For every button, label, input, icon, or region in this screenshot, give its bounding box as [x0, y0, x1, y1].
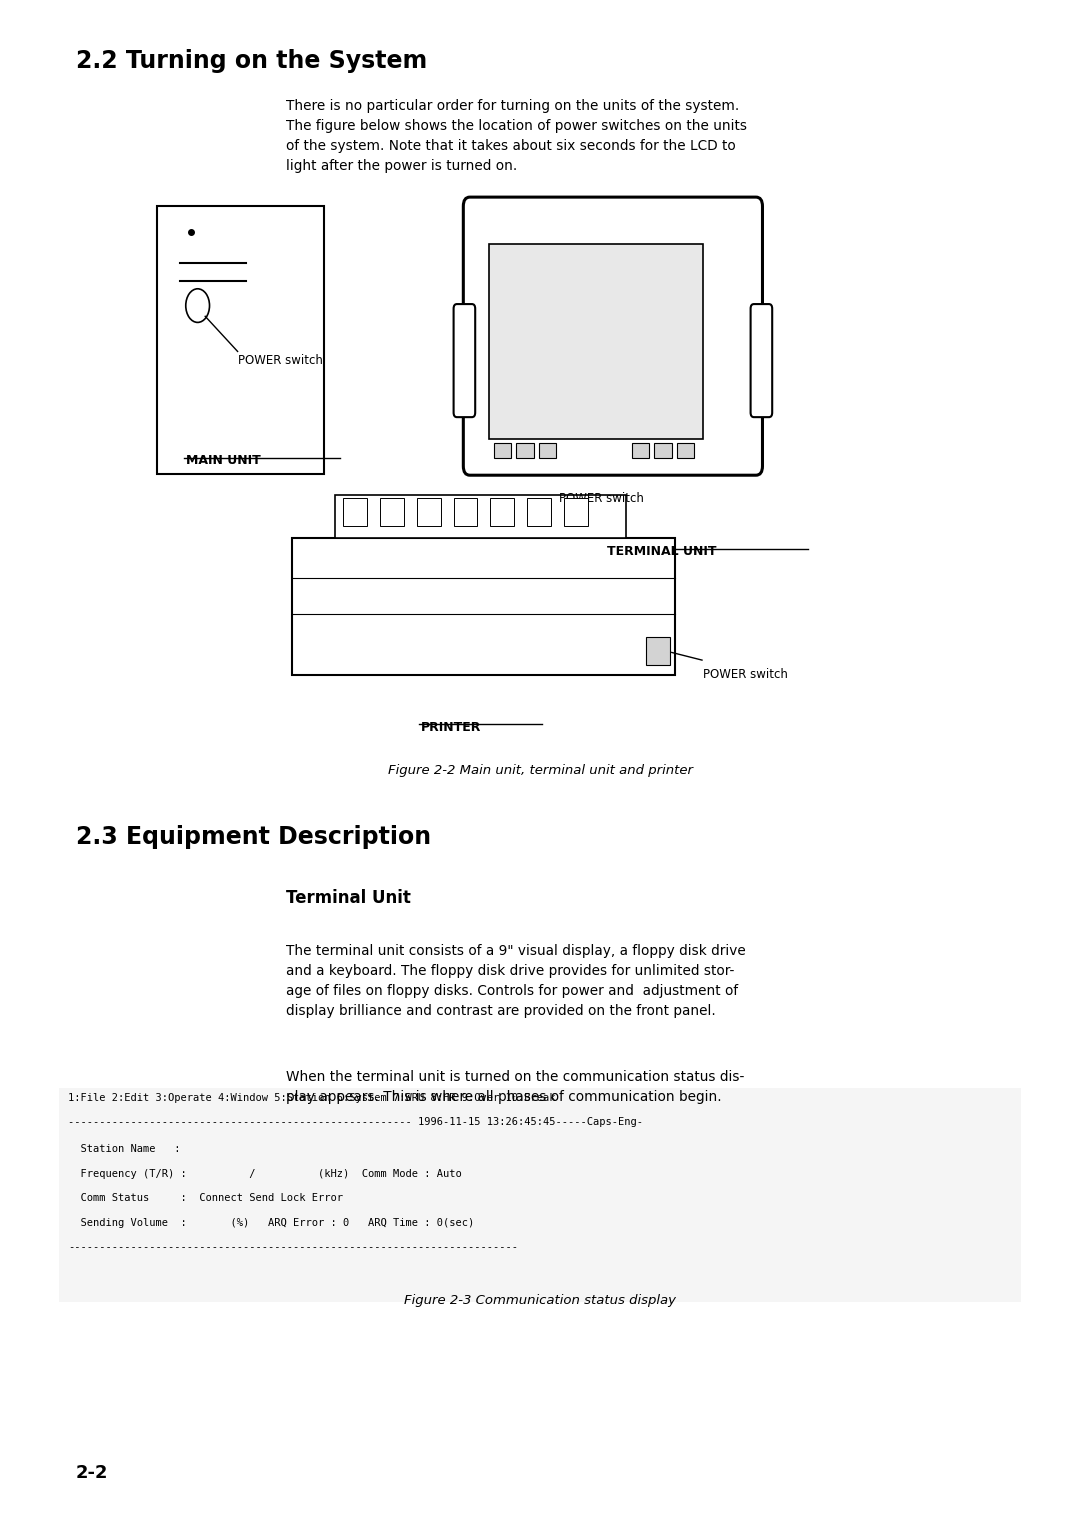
Text: The terminal unit consists of a 9" visual display, a floppy disk drive
and a key: The terminal unit consists of a 9" visua… — [286, 944, 746, 1019]
Text: TERMINAL UNIT: TERMINAL UNIT — [607, 545, 716, 559]
Bar — [494, 443, 511, 458]
Bar — [539, 443, 556, 458]
Text: Figure 2-2 Main unit, terminal unit and printer: Figure 2-2 Main unit, terminal unit and … — [388, 764, 692, 778]
Bar — [646, 637, 670, 665]
Bar — [59, 1088, 1021, 1302]
Bar — [157, 206, 324, 474]
Bar — [527, 498, 551, 526]
Bar — [343, 498, 367, 526]
Text: Terminal Unit: Terminal Unit — [286, 889, 411, 908]
Text: 2.3 Equipment Description: 2.3 Equipment Description — [76, 825, 431, 850]
Bar — [516, 443, 534, 458]
Bar — [490, 498, 514, 526]
Bar — [292, 538, 675, 675]
Bar — [632, 443, 649, 458]
Text: Station Name   :: Station Name : — [68, 1144, 180, 1155]
Bar — [380, 498, 404, 526]
Text: MAIN UNIT: MAIN UNIT — [186, 454, 260, 468]
Text: POWER switch: POWER switch — [703, 668, 788, 681]
Bar — [417, 498, 441, 526]
Text: 2-2: 2-2 — [76, 1464, 108, 1482]
FancyBboxPatch shape — [463, 197, 762, 475]
Bar — [489, 244, 703, 439]
Text: Comm Status     :  Connect Send Lock Error: Comm Status : Connect Send Lock Error — [68, 1193, 343, 1204]
Text: There is no particular order for turning on the units of the system.
The figure : There is no particular order for turning… — [286, 99, 747, 174]
FancyBboxPatch shape — [751, 304, 772, 417]
Text: When the terminal unit is turned on the communication status dis-
play appears. : When the terminal unit is turned on the … — [286, 1070, 744, 1103]
Text: ------------------------------------------------------------------------: ----------------------------------------… — [68, 1242, 518, 1253]
Text: Frequency (T/R) :          /          (kHz)  Comm Mode : Auto: Frequency (T/R) : / (kHz) Comm Mode : Au… — [68, 1169, 462, 1180]
Text: Figure 2-3 Communication status display: Figure 2-3 Communication status display — [404, 1294, 676, 1308]
Text: POWER switch: POWER switch — [238, 354, 323, 368]
Circle shape — [186, 289, 210, 322]
Text: Sending Volume  :       (%)   ARQ Error : 0   ARQ Time : 0(sec): Sending Volume : (%) ARQ Error : 0 ARQ T… — [68, 1218, 474, 1229]
Bar — [454, 498, 477, 526]
Text: 1:File 2:Edit 3:Operate 4:Window 5:Station 6:System 7:WRU 8:HR 9:Over 10:Break: 1:File 2:Edit 3:Operate 4:Window 5:Stati… — [68, 1093, 555, 1103]
Bar — [677, 443, 694, 458]
FancyBboxPatch shape — [454, 304, 475, 417]
Bar — [654, 443, 672, 458]
Text: POWER switch: POWER switch — [559, 492, 645, 506]
Text: ------------------------------------------------------- 1996-11-15 13:26:45:45--: ----------------------------------------… — [68, 1117, 643, 1128]
Text: PRINTER: PRINTER — [421, 721, 482, 735]
Bar — [335, 495, 626, 538]
Text: 2.2 Turning on the System: 2.2 Turning on the System — [76, 49, 427, 73]
Bar — [564, 498, 588, 526]
